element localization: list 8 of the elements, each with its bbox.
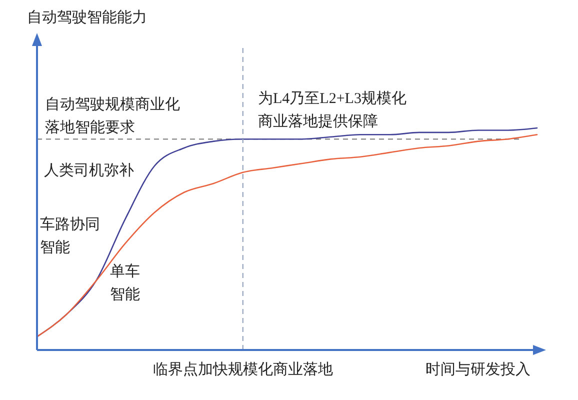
x-axis-title: 时间与研发投入 (426, 361, 530, 378)
text: 临界点加快规模化商业落地 (152, 361, 333, 378)
ref-line-label: 自动驾驶规模商业化落地智能要求 (45, 96, 180, 136)
series-label: 单车智能 (110, 263, 140, 304)
annotation: 为L4乃至L2+L3规模化商业落地提供保障 (258, 90, 406, 130)
text: 自动驾驶智能能力 (27, 9, 147, 26)
series-label: 车路协同智能 (40, 216, 100, 256)
annotation: 人类司机弥补 (44, 162, 134, 179)
